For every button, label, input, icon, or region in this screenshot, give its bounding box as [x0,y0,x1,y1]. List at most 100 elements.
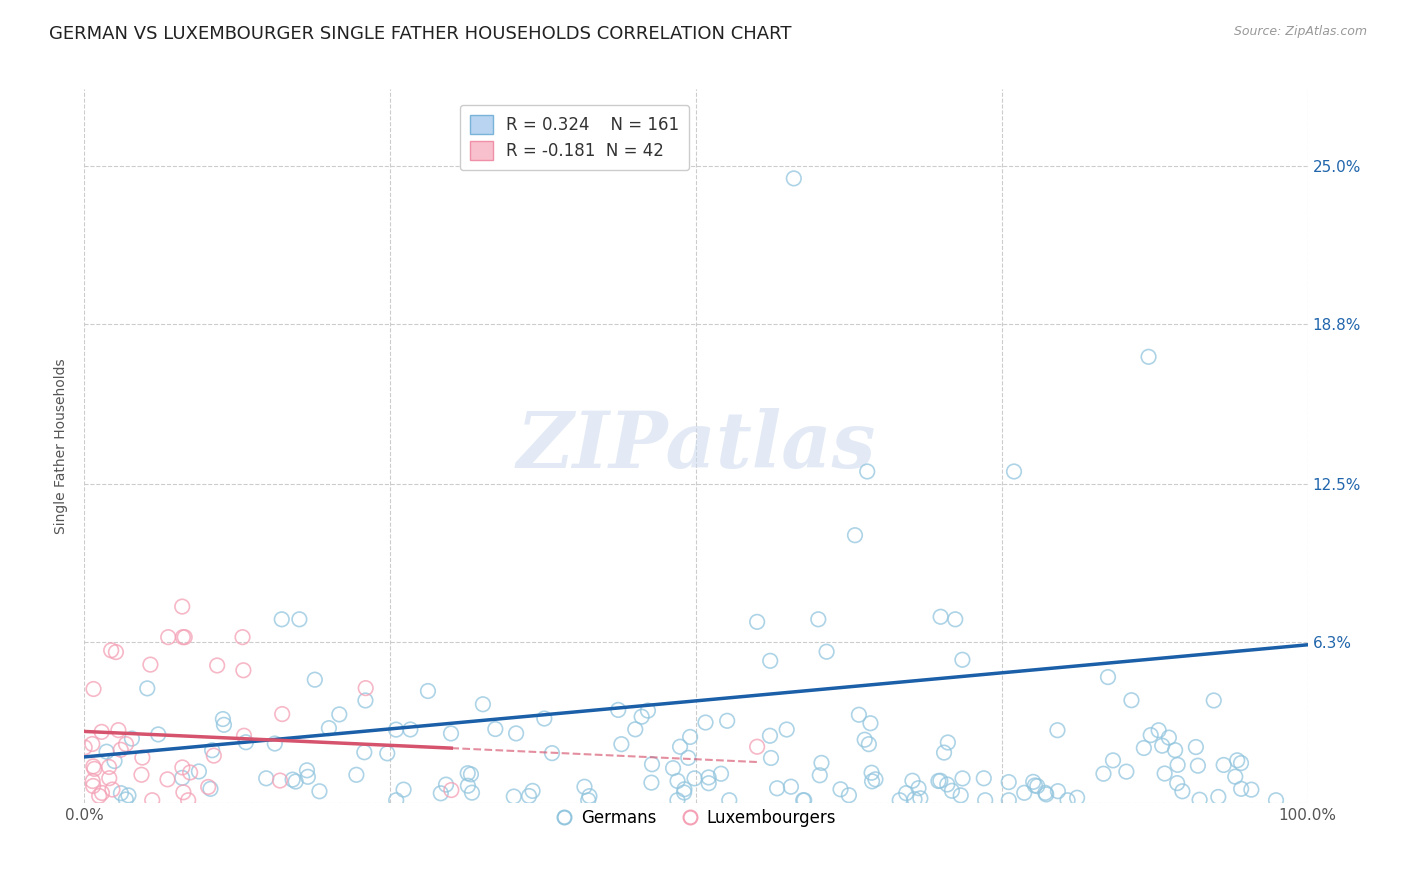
Point [202,748,225,763]
Point [683,772,706,786]
Point [666,774,689,789]
Point [416,684,439,698]
Text: GERMAN VS LUXEMBOURGER SINGLE FATHER HOUSEHOLDS CORRELATION CHART: GERMAN VS LUXEMBOURGER SINGLE FATHER HOU… [49,25,792,43]
Point [865,772,887,787]
Point [815,645,838,659]
Point [148,727,170,741]
Point [1166,776,1188,790]
Point [1212,758,1234,772]
Text: Source: ZipAtlas.com: Source: ZipAtlas.com [1233,25,1367,38]
Point [177,793,200,807]
Point [172,599,194,614]
Point [100,643,122,657]
Point [270,612,292,626]
Point [284,774,307,789]
Point [830,782,852,797]
Point [115,737,138,751]
Point [212,718,235,732]
Point [440,783,463,797]
Point [197,780,219,794]
Point [254,772,277,786]
Point [1097,670,1119,684]
Point [576,793,599,807]
Point [235,735,257,749]
Point [860,765,883,780]
Point [927,774,949,789]
Point [172,785,194,799]
Point [936,735,959,749]
Point [328,707,350,722]
Point [212,712,235,726]
Point [808,768,831,782]
Point [1102,753,1125,767]
Point [1171,784,1194,798]
Point [1265,793,1288,807]
Point [1164,743,1187,757]
Point [471,698,494,712]
Point [172,630,194,644]
Point [973,772,995,786]
Point [73,740,96,755]
Point [907,781,929,796]
Point [1153,766,1175,780]
Point [392,782,415,797]
Point [173,630,195,644]
Point [541,746,564,760]
Point [997,775,1019,789]
Point [1188,793,1211,807]
Point [710,766,733,780]
Point [263,737,285,751]
Point [1056,793,1078,807]
Point [82,774,104,789]
Point [517,789,540,803]
Point [354,681,377,695]
Point [856,465,879,479]
Point [679,730,702,744]
Point [574,780,596,794]
Point [399,723,422,737]
Point [637,704,659,718]
Point [484,722,506,736]
Point [304,673,326,687]
Point [295,764,318,778]
Point [1121,693,1143,707]
Point [89,789,111,803]
Point [104,645,127,659]
Point [1152,739,1174,753]
Point [344,768,367,782]
Point [232,663,254,677]
Point [82,759,104,773]
Point [853,732,876,747]
Point [115,792,138,806]
Point [1139,728,1161,742]
Point [83,681,105,696]
Point [607,703,630,717]
Point [1115,764,1137,779]
Point [1185,739,1208,754]
Point [434,778,457,792]
Text: ZIPatlas: ZIPatlas [516,408,876,484]
Point [201,743,224,757]
Point [200,781,222,796]
Point [793,793,815,807]
Point [910,791,932,805]
Point [860,774,883,789]
Point [807,612,830,626]
Point [271,707,294,722]
Point [107,723,129,738]
Point [187,764,209,779]
Point [697,776,720,790]
Point [783,171,806,186]
Point [952,772,974,786]
Legend: Germans, Luxembourgers: Germans, Luxembourgers [550,803,842,834]
Point [457,779,479,793]
Point [83,762,105,776]
Point [157,630,180,644]
Point [792,793,814,807]
Point [1035,788,1057,802]
Point [533,712,555,726]
Point [998,793,1021,807]
Point [141,793,163,807]
Point [759,751,782,765]
Point [929,609,952,624]
